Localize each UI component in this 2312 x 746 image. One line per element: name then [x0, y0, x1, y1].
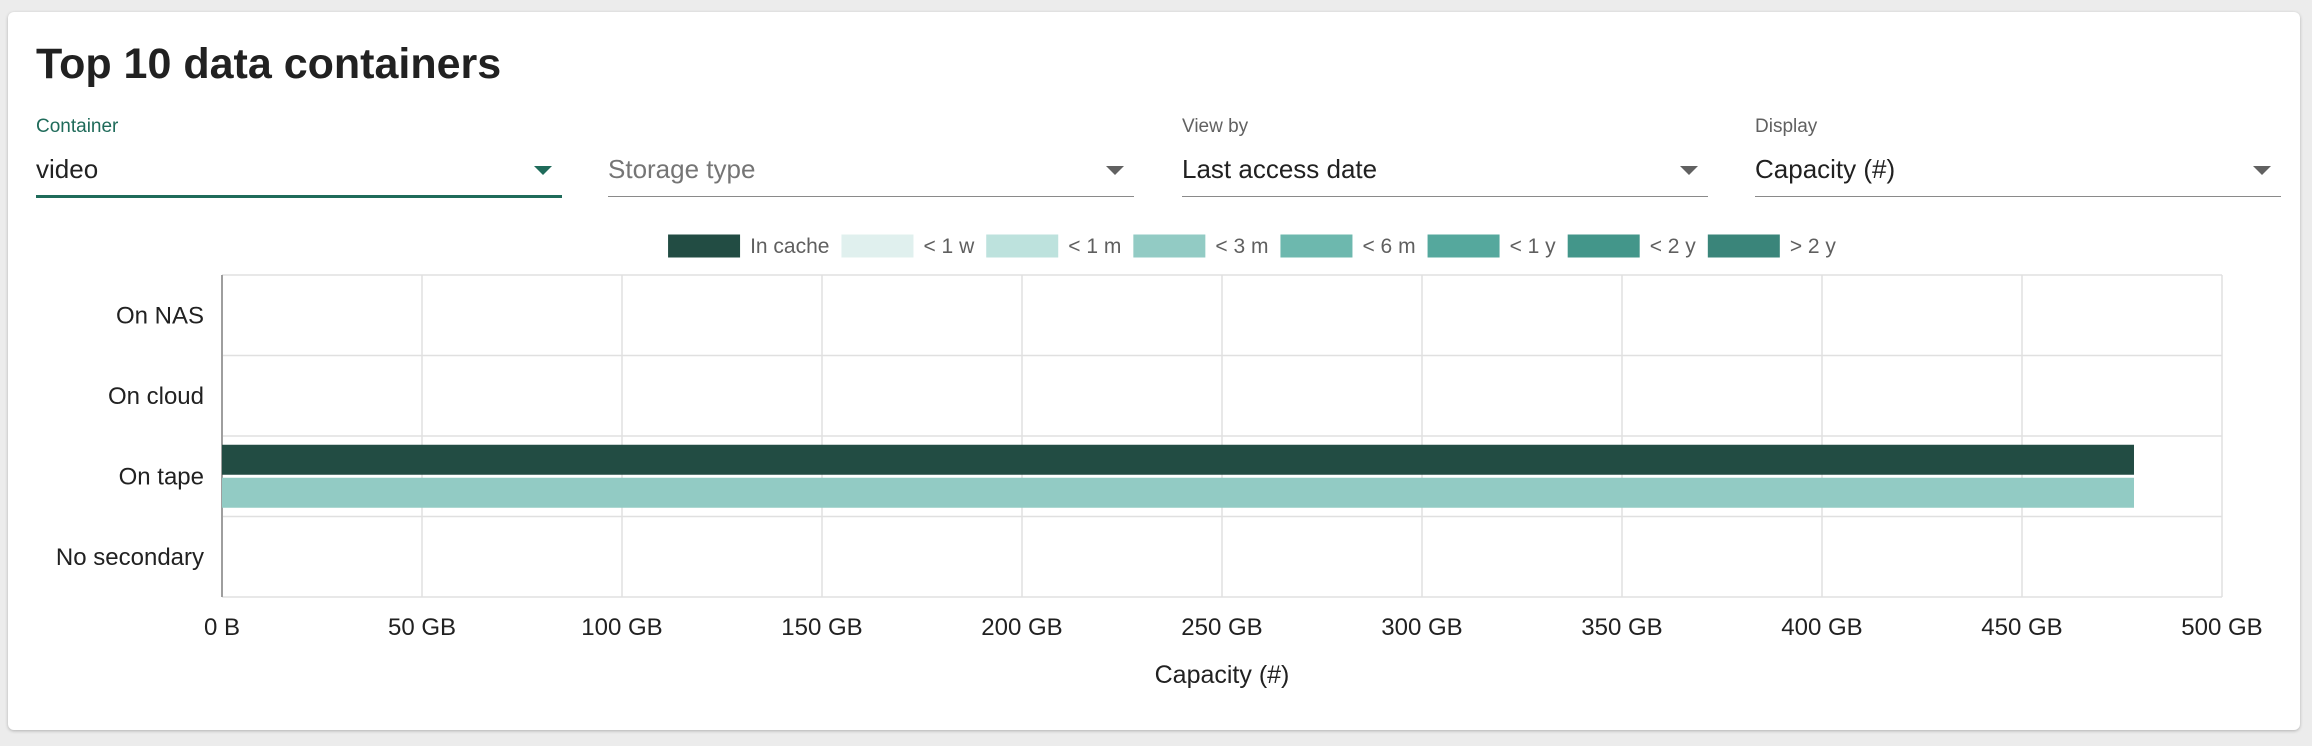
- x-tick-label: 250 GB: [1181, 614, 1262, 641]
- legend-swatch: [1280, 234, 1353, 258]
- legend-swatch: [668, 234, 741, 258]
- view-by-select-label: View by: [1182, 116, 1249, 137]
- display-select[interactable]: Display Capacity (#): [1755, 112, 2281, 202]
- card-title: Top 10 data containers: [36, 40, 502, 88]
- x-tick-label: 100 GB: [581, 614, 662, 641]
- legend-swatch: [841, 234, 914, 258]
- legend-swatch: [1133, 234, 1206, 258]
- bar: [222, 444, 2134, 475]
- x-tick-label: 0 B: [204, 614, 240, 641]
- x-tick-label: 500 GB: [2181, 614, 2262, 641]
- container-select-underline: [36, 195, 562, 198]
- legend-label: < 6 m: [1362, 235, 1415, 258]
- container-select[interactable]: Container video: [36, 112, 562, 202]
- y-tick-label: On NAS: [116, 302, 204, 329]
- view-by-select-value: Last access date: [1182, 154, 1378, 184]
- chart-card: Top 10 data containers Container video S…: [8, 12, 2300, 730]
- display-select-underline: [1755, 196, 2281, 197]
- y-tick-label: On tape: [119, 463, 204, 490]
- x-tick-label: 400 GB: [1781, 614, 1862, 641]
- display-select-label: Display: [1755, 116, 1818, 137]
- storage-type-select-placeholder: Storage type: [608, 154, 756, 184]
- storage-type-select[interactable]: Storage type: [608, 112, 1134, 202]
- y-tick-label: On cloud: [108, 383, 204, 410]
- x-tick-label: 350 GB: [1581, 614, 1662, 641]
- legend-label: In cache: [750, 235, 829, 258]
- legend-swatch: [1567, 234, 1640, 258]
- bar-chart: In cache < 1 w < 1 m < 3 m < 6 m < 1 y < 2 y > …: [56, 234, 2263, 689]
- x-tick-label: 200 GB: [981, 614, 1062, 641]
- x-tick-label: 150 GB: [781, 614, 862, 641]
- chevron-down-icon[interactable]: [1106, 166, 1124, 175]
- chevron-down-icon[interactable]: [1680, 166, 1698, 175]
- x-tick-label: 300 GB: [1381, 614, 1462, 641]
- view-by-select[interactable]: View by Last access date: [1182, 112, 1708, 202]
- legend-label: > 2 y: [1790, 235, 1837, 258]
- y-tick-label: No secondary: [56, 544, 204, 571]
- container-select-value: video: [36, 154, 99, 184]
- x-tick-label: 450 GB: [1981, 614, 2062, 641]
- chevron-down-icon[interactable]: [534, 166, 552, 175]
- legend-label: < 1 w: [923, 235, 975, 258]
- legend-label: < 1 y: [1510, 235, 1557, 258]
- legend-swatch: [986, 234, 1059, 258]
- legend-swatch: [1707, 234, 1780, 258]
- container-select-label: Container: [36, 116, 119, 137]
- legend-swatch: [1427, 234, 1500, 258]
- storage-type-select-underline: [608, 196, 1134, 197]
- legend-label: < 1 m: [1068, 235, 1121, 258]
- chevron-down-icon[interactable]: [2253, 166, 2271, 175]
- x-axis-label: Capacity (#): [1155, 661, 1290, 689]
- display-select-value: Capacity (#): [1755, 154, 1896, 184]
- legend-label: < 3 m: [1215, 235, 1268, 258]
- x-tick-label: 50 GB: [388, 614, 456, 641]
- legend-label: < 2 y: [1650, 235, 1697, 258]
- bar: [222, 477, 2134, 508]
- view-by-select-underline: [1182, 196, 1708, 197]
